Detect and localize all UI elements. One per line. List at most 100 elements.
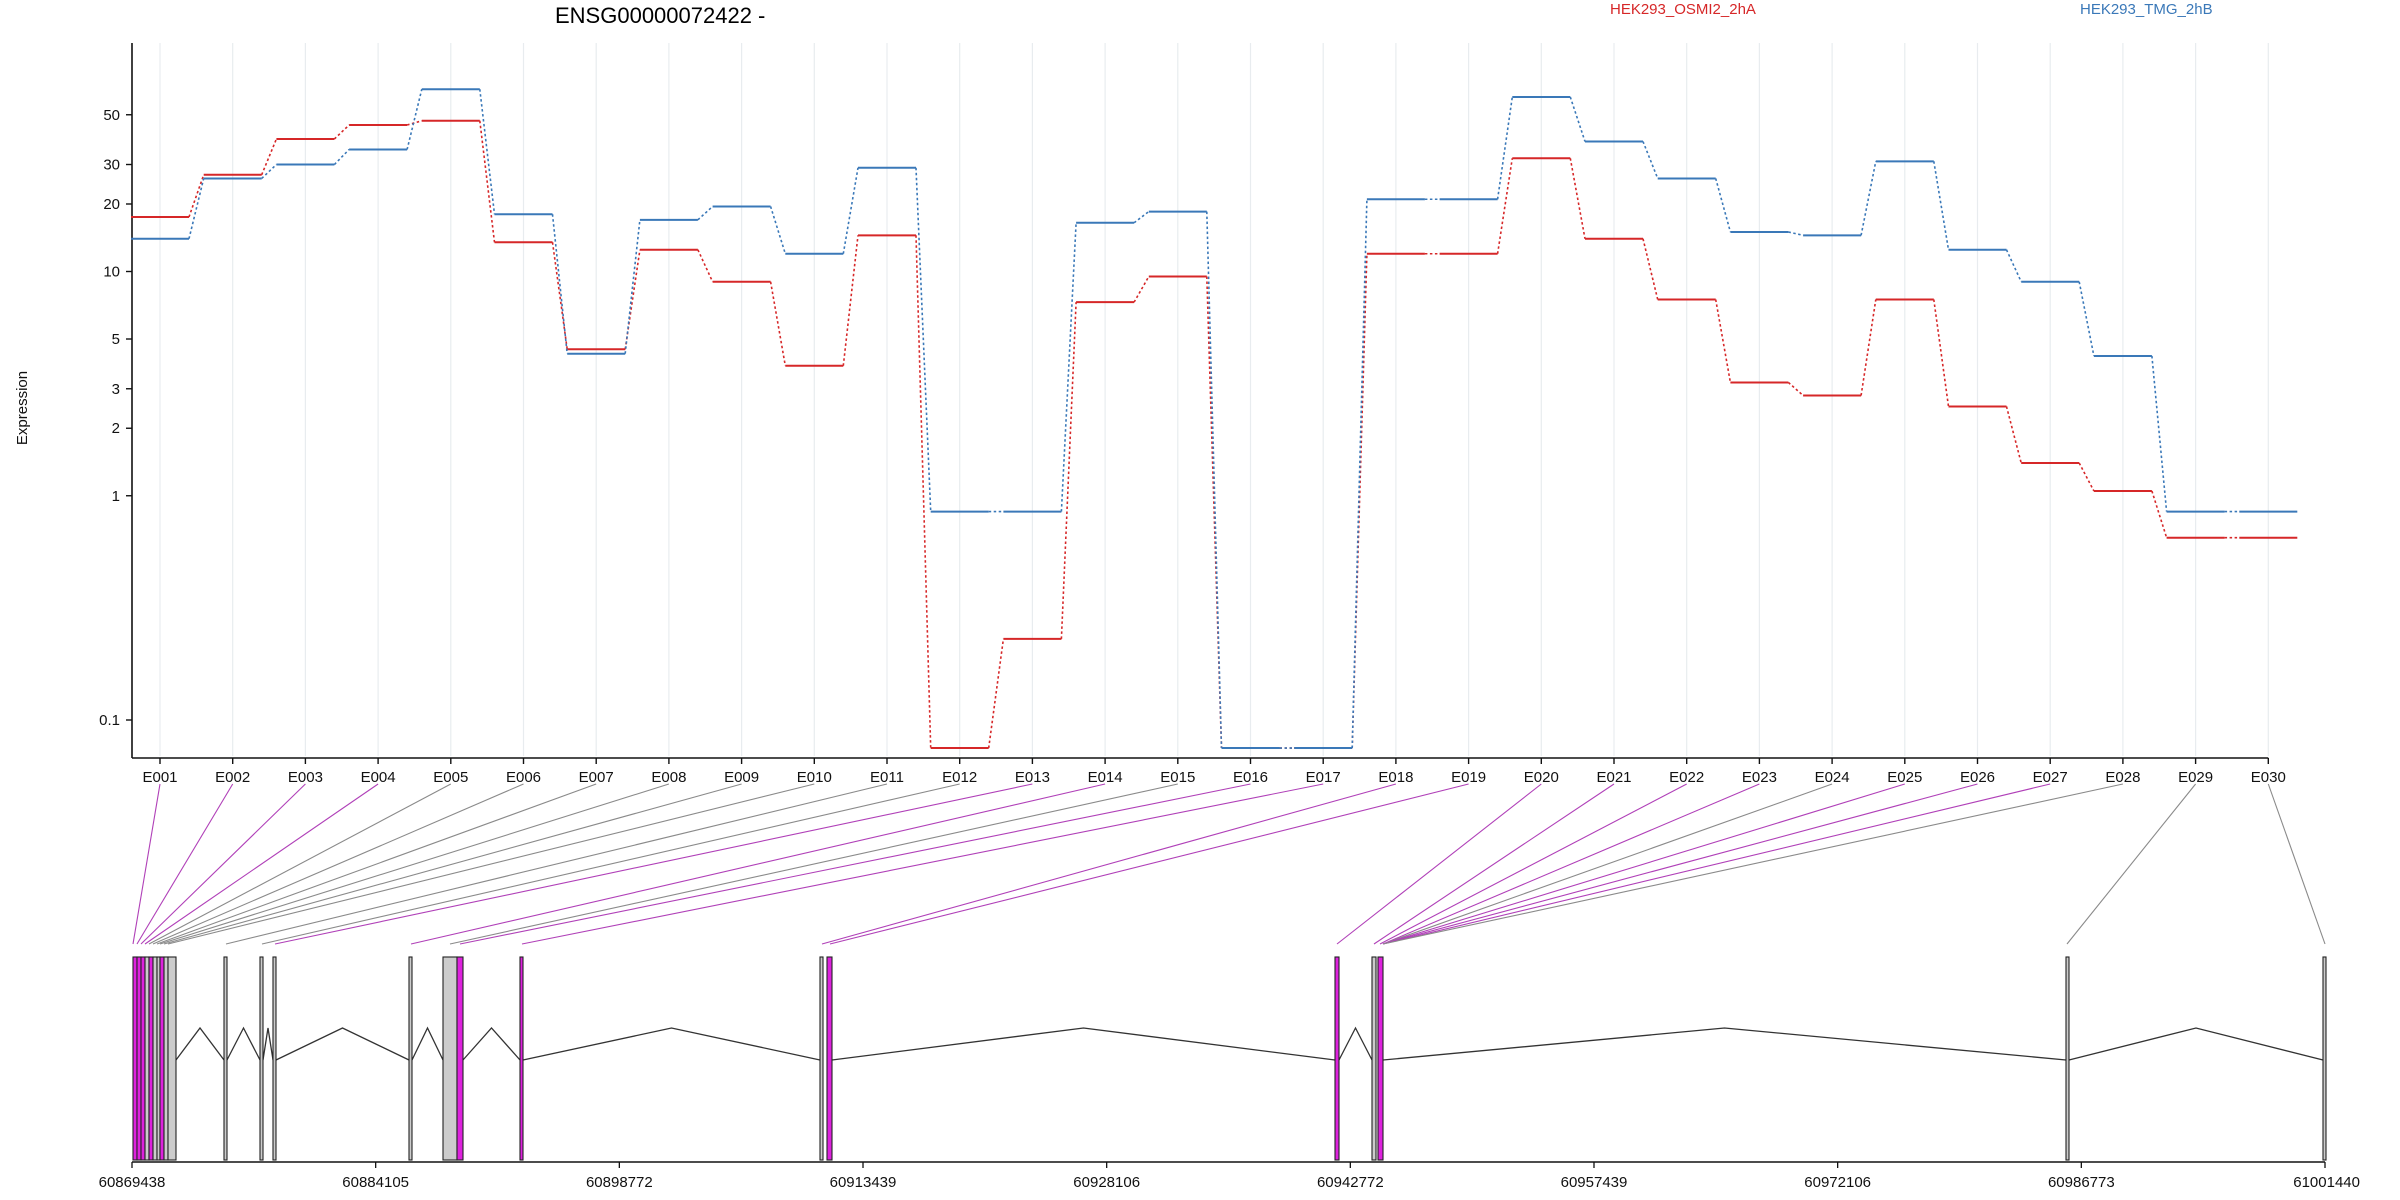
exon-connector (274, 783, 1033, 945)
series-connector (987, 638, 1005, 749)
x-axis-ticks: E001 E002 E003 E004 E005 E006 E007 E008 E009 E010… (142, 758, 2286, 786)
exon-connector (1382, 783, 2051, 945)
exon-connector (156, 783, 597, 945)
exon-connector (1336, 783, 1542, 945)
exon-box (1377, 956, 1384, 1161)
exon-connector (140, 783, 306, 945)
exon-connector (2066, 783, 2197, 945)
x-tick-label: E017 (1306, 769, 1341, 786)
intron-line (175, 1026, 225, 1061)
expression-series (131, 88, 2298, 750)
series-connector (1496, 96, 1514, 200)
x-tick-label: E016 (1233, 769, 1268, 786)
genomic-tick-label: 60869438 (99, 1174, 166, 1191)
series-connector (1060, 302, 1077, 639)
exon-box (132, 956, 138, 1161)
series-connector (1860, 161, 1877, 236)
genomic-axis: 60869438 60884105 60898772 60913439 60928106… (99, 1161, 2360, 1191)
intron-line (462, 1027, 521, 1061)
intron-line (2068, 1027, 2324, 1061)
series-connector (188, 174, 205, 218)
series-connector (2078, 462, 2095, 492)
exon-connector (225, 783, 888, 945)
exon-connector (829, 783, 1469, 945)
exon-connectors (132, 783, 2326, 945)
exon-box (152, 956, 158, 1161)
genomic-tick-label: 60957439 (1561, 1174, 1628, 1191)
x-tick-label: E021 (1596, 769, 1631, 786)
exon-box (159, 956, 165, 1161)
intron-line (522, 1027, 821, 1061)
x-tick-label: E019 (1451, 769, 1486, 786)
series-connector (1133, 276, 1150, 303)
x-tick-label: E026 (1960, 769, 1995, 786)
intron-line (226, 1026, 261, 1061)
series-connector (1206, 276, 1223, 749)
series-connector (406, 89, 423, 150)
intron-line (275, 1027, 410, 1061)
exon-box (819, 956, 824, 1161)
intron-line (411, 1026, 444, 1061)
series-connector (2151, 490, 2168, 538)
genomic-tick-label: 60884105 (342, 1174, 409, 1191)
series-connector (1714, 178, 1732, 233)
x-tick-label: E022 (1669, 769, 1704, 786)
y-tick-label: 5 (112, 331, 120, 348)
series-connector (624, 249, 641, 350)
genomic-tick-label: 60942772 (1317, 1174, 1384, 1191)
x-tick-label: E012 (942, 769, 977, 786)
series-connector (188, 178, 205, 239)
exon-connector (1379, 783, 1687, 945)
exon-connector (148, 783, 452, 945)
x-tick-label: E001 (142, 769, 177, 786)
exon-connector (1382, 783, 2124, 945)
series-connector (697, 249, 714, 283)
series-connector (769, 281, 787, 366)
series-connector (260, 138, 278, 176)
x-tick-label: E030 (2251, 769, 2286, 786)
series-connector (842, 167, 859, 254)
series-connector (1642, 141, 1659, 179)
series-connector (2151, 355, 2168, 512)
exon-box (1334, 956, 1340, 1161)
y-axis-ticks: 0.1 1 2 3 5 10 20 30 50 (99, 107, 132, 729)
exon-connector (163, 783, 742, 945)
series-connector (1351, 199, 1368, 749)
x-tick-label: E011 (870, 769, 904, 786)
series-connector (1569, 158, 1586, 239)
exon-connector (2267, 783, 2326, 945)
exon-connector (261, 783, 960, 945)
x-tick-label: E008 (651, 769, 686, 786)
exon-box (1371, 956, 1377, 1161)
x-tick-label: E005 (433, 769, 468, 786)
series-connector (333, 124, 350, 140)
exon-connector (821, 783, 1397, 945)
series-connector (1787, 381, 1804, 397)
series-connector (2005, 249, 2022, 283)
exon-connector (136, 783, 234, 945)
series-connector (1133, 210, 1150, 224)
exon-box (223, 956, 228, 1161)
genomic-tick-label: 60928106 (1073, 1174, 1140, 1191)
series-connector (915, 235, 932, 749)
series-connector (1569, 96, 1586, 142)
series-connector (2005, 406, 2022, 464)
series-connector (915, 167, 932, 512)
legend-entry-tmg: HEK293_TMG_2hB (2080, 1, 2213, 18)
y-tick-label: 1 (112, 488, 120, 505)
exon-box (826, 956, 833, 1161)
x-tick-label: E010 (797, 769, 832, 786)
x-tick-label: E006 (506, 769, 541, 786)
x-tick-label: E004 (361, 769, 396, 786)
x-tick-label: E024 (1815, 769, 1850, 786)
exon-box (167, 956, 177, 1161)
exon-connector (167, 783, 815, 945)
series-connector (406, 120, 423, 126)
vertical-grid (159, 43, 2269, 756)
y-tick-label: 10 (103, 264, 120, 281)
series-connector (1788, 231, 1804, 237)
intron-line (262, 1027, 274, 1061)
exon-connector (1382, 783, 1760, 945)
series-connector (1496, 158, 1514, 254)
